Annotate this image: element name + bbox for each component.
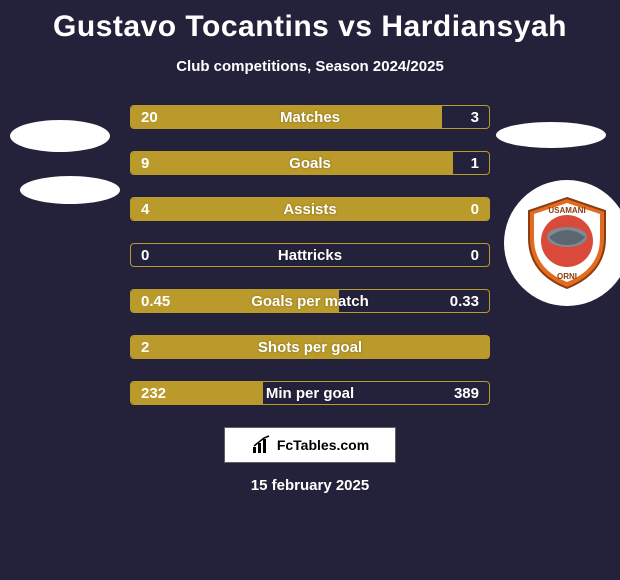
stat-label: Goals per match	[131, 290, 489, 312]
stat-row: 20Matches3	[130, 105, 490, 129]
team-logo-bottom-text: ORNI	[557, 272, 577, 281]
right-player-badge-1	[496, 122, 606, 148]
stat-row: 0Hattricks0	[130, 243, 490, 267]
team-logo-top-text: USAMANI	[548, 206, 585, 215]
stat-label: Min per goal	[131, 382, 489, 404]
team-logo-icon: USAMANI ORNI	[517, 193, 617, 293]
stat-row: 232Min per goal389	[130, 381, 490, 405]
stat-value-right: 1	[471, 152, 479, 174]
stat-row: 2Shots per goal	[130, 335, 490, 359]
stat-row: 0.45Goals per match0.33	[130, 289, 490, 313]
stat-value-right: 0.33	[450, 290, 479, 312]
stat-value-right: 0	[471, 198, 479, 220]
stat-label: Shots per goal	[131, 336, 489, 358]
comparison-panel: Gustavo Tocantins vs Hardiansyah Club co…	[0, 0, 620, 580]
stat-value-right: 389	[454, 382, 479, 404]
stat-row: 9Goals1	[130, 151, 490, 175]
stat-value-right: 0	[471, 244, 479, 266]
page-title: Gustavo Tocantins vs Hardiansyah	[0, 10, 620, 44]
stat-label: Hattricks	[131, 244, 489, 266]
stat-label: Assists	[131, 198, 489, 220]
footer-date: 15 february 2025	[0, 477, 620, 494]
stat-row: 4Assists0	[130, 197, 490, 221]
left-player-badge-1	[10, 120, 110, 152]
footer-brand-text: FcTables.com	[277, 437, 369, 453]
left-player-badge-2	[20, 176, 120, 204]
stat-label: Matches	[131, 106, 489, 128]
chart-icon	[251, 435, 271, 455]
subtitle: Club competitions, Season 2024/2025	[0, 58, 620, 75]
footer-brand-box[interactable]: FcTables.com	[224, 427, 396, 463]
right-team-logo-container: USAMANI ORNI	[504, 180, 620, 306]
stat-label: Goals	[131, 152, 489, 174]
stat-value-right: 3	[471, 106, 479, 128]
